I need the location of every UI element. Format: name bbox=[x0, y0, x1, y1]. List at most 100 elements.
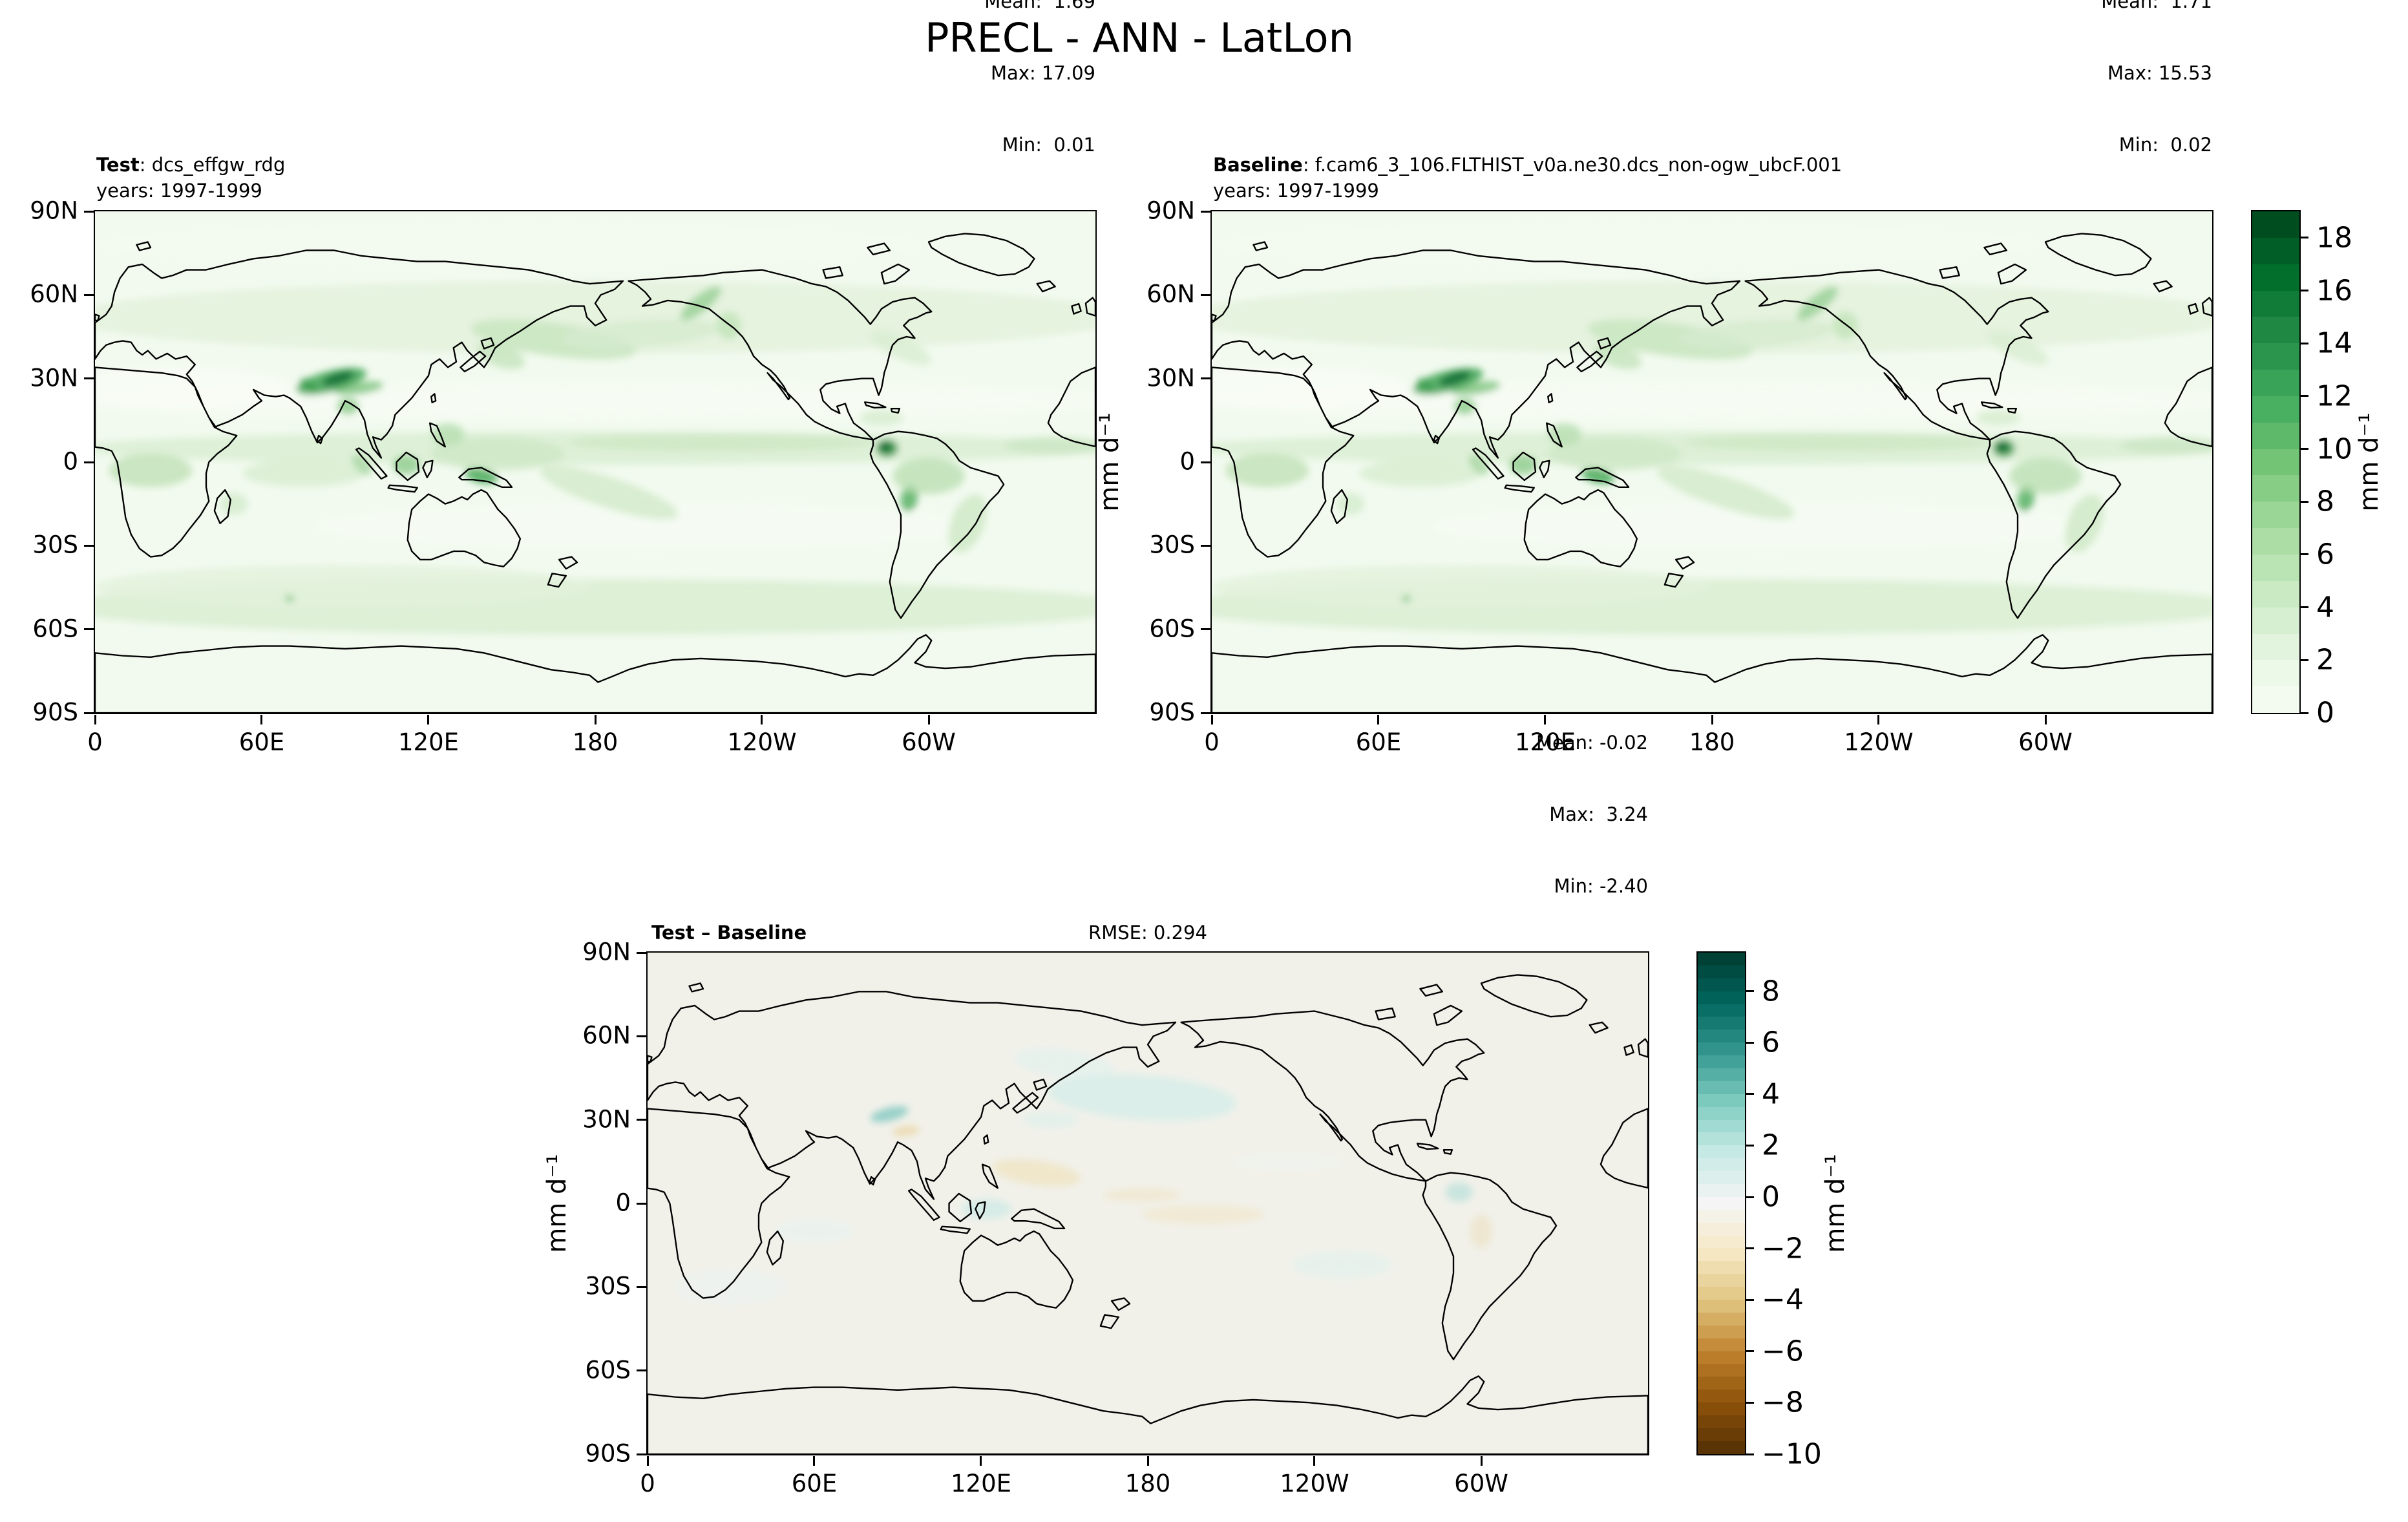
colorbar-tick-label: −10 bbox=[1762, 1437, 1822, 1471]
colorbar-tick-label: 12 bbox=[2316, 379, 2352, 413]
x-tick-label: 60W bbox=[2018, 728, 2073, 756]
colorbar-segment bbox=[1698, 1402, 1745, 1416]
x-tick-mark bbox=[1480, 1455, 1483, 1466]
y-tick-label: 60N bbox=[582, 1021, 631, 1050]
colorbar-segment bbox=[1698, 1106, 1745, 1120]
x-tick-mark bbox=[1877, 714, 1880, 724]
y-tick-label: 60N bbox=[30, 280, 78, 308]
colorbar-segment bbox=[1698, 1351, 1745, 1364]
baseline-y-units-label: mm d⁻¹ bbox=[1095, 412, 1125, 512]
colorbar-segment bbox=[1698, 1209, 1745, 1223]
baseline-stat-min: Min: 0.02 bbox=[2118, 134, 2212, 156]
colorbar-tick-mark bbox=[2299, 500, 2308, 503]
panel-test-header: Test: dcs_effgw_rdg years: 1997-1999 bbox=[96, 152, 285, 204]
baseline-label: Baseline bbox=[1213, 154, 1303, 176]
baseline-stat-max: Max: 15.53 bbox=[2107, 62, 2212, 84]
y-tick-mark bbox=[83, 544, 94, 547]
y-tick-label: 30S bbox=[32, 531, 78, 559]
colorbar-segment bbox=[2252, 290, 2299, 317]
y-tick-label: 90S bbox=[585, 1439, 631, 1468]
colorbar-tick-mark bbox=[1745, 1298, 1754, 1301]
test-label: Test bbox=[96, 154, 140, 176]
x-tick-label: 0 bbox=[87, 728, 103, 756]
colorbar-tick-mark bbox=[2299, 237, 2308, 239]
colorbar-segment bbox=[1698, 1261, 1745, 1274]
x-tick-label: 60W bbox=[902, 728, 956, 756]
colorbar-tick-mark bbox=[1745, 1247, 1754, 1250]
y-tick-label: 60S bbox=[32, 615, 78, 643]
colorbar-segment bbox=[1698, 1222, 1745, 1236]
colorbar-segment bbox=[1698, 1441, 1745, 1454]
colorbar-tick-label: 16 bbox=[2316, 274, 2352, 308]
colorbar-tick-mark bbox=[2299, 606, 2308, 609]
y-tick-label: 90S bbox=[32, 698, 78, 726]
colorbar-tick-label: 10 bbox=[2316, 432, 2352, 466]
colorbar-segment bbox=[1698, 1055, 1745, 1069]
colorbar-segment bbox=[2252, 502, 2299, 529]
y-tick-mark bbox=[83, 461, 94, 463]
colorbar-tick-label: 8 bbox=[2316, 485, 2334, 518]
colorbar-segment bbox=[2252, 607, 2299, 634]
colorbar-tick-label: 14 bbox=[2316, 326, 2352, 360]
colorbar-segment bbox=[1698, 1274, 1745, 1287]
colorbar-segment bbox=[1698, 1338, 1745, 1351]
colorbar-tick-mark bbox=[2299, 290, 2308, 292]
difference-rmse: RMSE: 0.294 bbox=[1088, 922, 1207, 944]
colorbar-segment bbox=[1698, 1171, 1745, 1185]
colorbar-segment bbox=[1698, 1030, 1745, 1043]
y-tick-label: 30N bbox=[30, 364, 78, 392]
y-tick-label: 0 bbox=[1179, 447, 1195, 476]
colorbar-tick-label: 4 bbox=[2316, 591, 2334, 624]
difference-y-units-label: mm d⁻¹ bbox=[542, 1154, 572, 1253]
colorbar-segment bbox=[1698, 1235, 1745, 1249]
x-tick-label: 60E bbox=[791, 1470, 838, 1497]
colorbar-tick-mark bbox=[1745, 1401, 1754, 1404]
y-tick-label: 30N bbox=[582, 1105, 631, 1134]
colorbar-tick-mark bbox=[1745, 1093, 1754, 1095]
y-tick-mark bbox=[1200, 628, 1210, 631]
y-tick-mark bbox=[1200, 377, 1210, 380]
colorbar-segment bbox=[2252, 660, 2299, 687]
x-tick-label: 180 bbox=[1689, 728, 1735, 756]
colorbar-tick-mark bbox=[2299, 659, 2308, 661]
x-tick-mark bbox=[1146, 1455, 1149, 1466]
colorbar-segment bbox=[1698, 991, 1745, 1004]
colorbar-tick-mark bbox=[1745, 1144, 1754, 1147]
colorbar-tick-label: 2 bbox=[2316, 643, 2334, 677]
baseline-years: years: 1997-1999 bbox=[1213, 180, 1379, 202]
colorbar-tick-mark bbox=[1745, 1196, 1754, 1198]
colorbar-tick-mark bbox=[2299, 342, 2308, 344]
colorbar-segment bbox=[1698, 1364, 1745, 1377]
baseline-world-map-svg bbox=[1212, 211, 2212, 713]
y-tick-label: 30S bbox=[1149, 531, 1195, 559]
y-tick-label: 0 bbox=[615, 1189, 631, 1217]
colorbar-segment bbox=[2252, 343, 2299, 370]
colorbar-tick-label: −4 bbox=[1762, 1283, 1804, 1316]
colorbar-segment bbox=[1698, 953, 1745, 966]
y-tick-mark bbox=[636, 1285, 646, 1288]
x-tick-mark bbox=[980, 1455, 982, 1466]
baseline-case-name: : f.cam6_3_106.FLTHIST_v0a.ne30.dcs_non-… bbox=[1302, 154, 1843, 176]
colorbar-tick-label: −8 bbox=[1762, 1386, 1804, 1419]
test-case-name: : dcs_effgw_rdg bbox=[139, 154, 286, 176]
colorbar-segment bbox=[2252, 396, 2299, 423]
colorbar-tick-label: −2 bbox=[1762, 1232, 1804, 1265]
colorbar-segment bbox=[1698, 1017, 1745, 1030]
colorbar-tick-label: 8 bbox=[1762, 975, 1780, 1008]
colorbar-segment bbox=[1698, 1325, 1745, 1338]
colorbar-segment bbox=[2252, 370, 2299, 396]
x-tick-label: 180 bbox=[1125, 1470, 1171, 1497]
colorbar-segment bbox=[2252, 528, 2299, 555]
y-tick-label: 60N bbox=[1146, 280, 1195, 308]
panel-baseline-header: Baseline: f.cam6_3_106.FLTHIST_v0a.ne30.… bbox=[1213, 152, 1842, 204]
colorbar-segment bbox=[1698, 1145, 1745, 1159]
test-stat-min: Min: 0.01 bbox=[1002, 134, 1095, 156]
y-tick-label: 60S bbox=[585, 1356, 631, 1384]
colorbar-segment bbox=[1698, 978, 1745, 991]
test-stat-max: Max: 17.09 bbox=[991, 62, 1095, 84]
colorbar-segment bbox=[1698, 1390, 1745, 1403]
colorbar-tick-mark bbox=[2299, 553, 2308, 556]
x-tick-mark bbox=[594, 714, 597, 724]
figure-title: PRECL - ANN - LatLon bbox=[925, 14, 1354, 61]
colorbar-segment bbox=[2252, 686, 2299, 713]
